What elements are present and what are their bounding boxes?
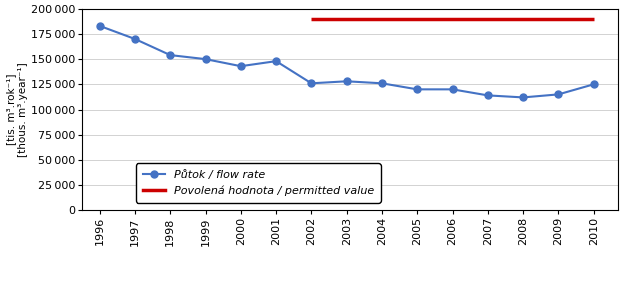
Y-axis label: [tis. m³.rok⁻¹]
[thous. m³.year⁻¹]: [tis. m³.rok⁻¹] [thous. m³.year⁻¹] — [6, 62, 28, 157]
Legend: Půtok / flow rate, Povolená hodnota / permitted value: Půtok / flow rate, Povolená hodnota / pe… — [136, 163, 380, 203]
